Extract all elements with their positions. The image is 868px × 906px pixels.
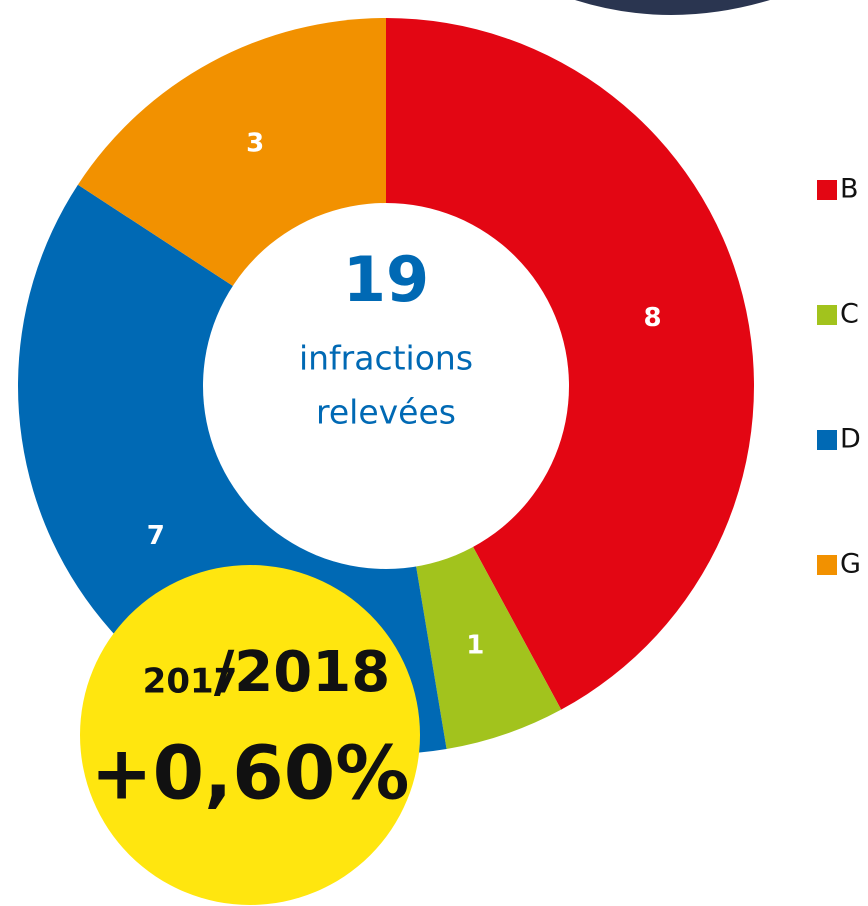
center-value: 19 [343, 243, 429, 316]
legend-label: D [840, 424, 861, 455]
value-label: 7 [147, 521, 165, 551]
badge-change: +0,60% [91, 731, 410, 817]
legend-swatch [817, 430, 837, 450]
badge-to: /2018 [214, 640, 390, 705]
legend-label: G [840, 549, 861, 580]
legend-label: B [840, 174, 859, 205]
legend-swatch [817, 180, 837, 200]
value-label: 3 [246, 129, 264, 159]
center-label: infractions [299, 339, 473, 378]
badge-from: 2017 [143, 662, 238, 702]
legend-swatch [817, 305, 837, 325]
legend-label: C [840, 299, 859, 330]
photo-fragment [575, 0, 770, 15]
badge [80, 565, 420, 905]
value-label: 8 [644, 303, 662, 333]
center-label: relevées [316, 393, 456, 432]
legend-swatch [817, 555, 837, 575]
donut-hole [203, 203, 569, 569]
value-label: 1 [466, 631, 484, 661]
